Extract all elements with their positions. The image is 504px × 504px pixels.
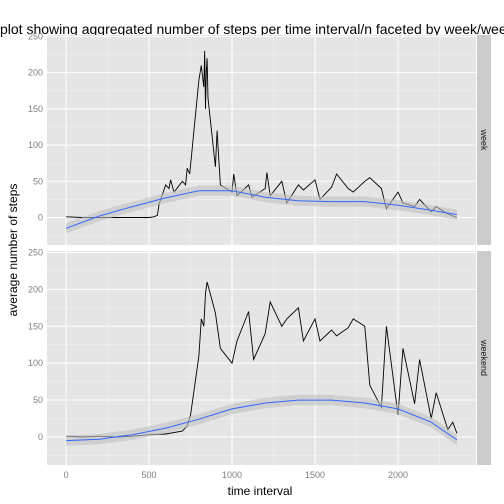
facet-strip-label: weekend bbox=[479, 339, 489, 376]
smoother-line bbox=[66, 399, 458, 442]
x-axis-title: time interval bbox=[228, 484, 293, 498]
x-axis-ticks: 0 500 1000 1500 2000 bbox=[64, 470, 408, 480]
x-tick-label: 1000 bbox=[222, 470, 242, 480]
steps-series-line bbox=[66, 281, 458, 438]
y-tick-label: 50 bbox=[33, 395, 43, 405]
x-tick-label: 0 bbox=[64, 470, 69, 480]
y-tick-label: 250 bbox=[28, 31, 43, 41]
y-axis-title: average number of steps bbox=[6, 184, 20, 317]
facet-strip-label: week bbox=[479, 128, 489, 151]
facet-strip bbox=[477, 251, 491, 465]
y-tick-label: 200 bbox=[28, 284, 43, 294]
facet-strip bbox=[477, 35, 491, 245]
y-tick-label: 0 bbox=[38, 212, 43, 222]
y-tick-label: 150 bbox=[28, 104, 43, 114]
y-tick-label: 100 bbox=[28, 358, 43, 368]
y-tick-label: 50 bbox=[33, 176, 43, 186]
panel-background bbox=[47, 251, 476, 465]
x-tick-label: 1500 bbox=[305, 470, 325, 480]
facet-panel-weekend: 0 50 100 150 200 250 weekend bbox=[28, 247, 491, 465]
x-tick-label: 500 bbox=[142, 470, 157, 480]
steps-series-line bbox=[66, 50, 458, 218]
y-tick-label: 150 bbox=[28, 321, 43, 331]
chart-title: plot showing aggregated number of steps … bbox=[0, 21, 504, 37]
x-tick-label: 2000 bbox=[388, 470, 408, 480]
y-tick-label: 250 bbox=[28, 247, 43, 257]
smoother-line bbox=[65, 190, 457, 229]
smoother-confidence-band bbox=[66, 394, 457, 446]
facet-panels: 0 50 100 150 200 250 week 0 50 100 150 200 250 weeken… bbox=[28, 31, 491, 465]
smoother-confidence-band bbox=[66, 185, 457, 234]
y-tick-label: 0 bbox=[38, 432, 43, 442]
facet-panel-week: 0 50 100 150 200 250 week bbox=[28, 31, 491, 245]
y-tick-label: 100 bbox=[28, 140, 43, 150]
y-tick-label: 200 bbox=[28, 68, 43, 78]
